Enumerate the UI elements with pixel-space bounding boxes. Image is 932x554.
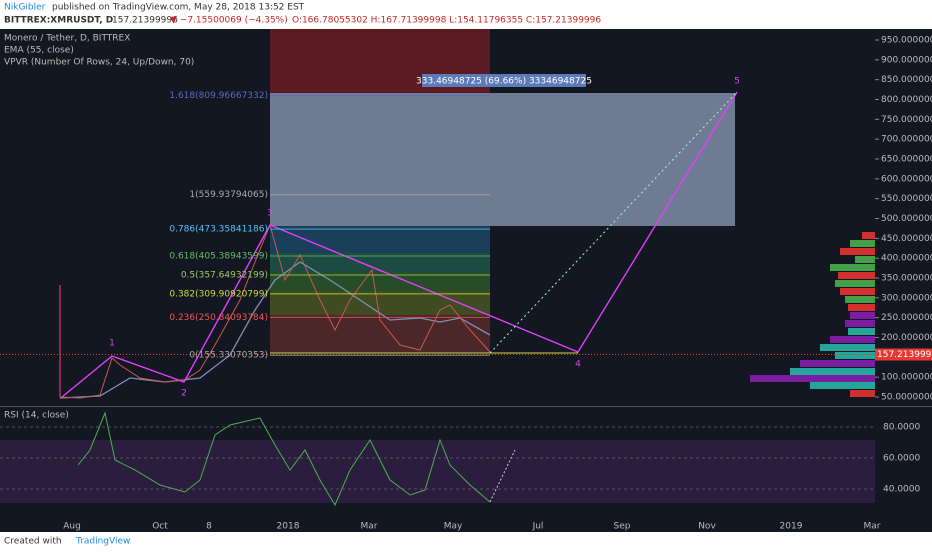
price-tick-label: 550.00000000	[881, 194, 932, 204]
legend-item: EMA (55, close)	[4, 46, 74, 56]
price-tick-label: 900.00000000	[881, 55, 932, 65]
wave-label: 4	[575, 360, 581, 370]
time-label: Jul	[532, 522, 544, 532]
rsi-projection	[489, 449, 516, 503]
price-tick-label: 50.00000000	[881, 393, 932, 403]
price-line	[59, 223, 491, 399]
time-label: 2019	[780, 522, 803, 532]
rsi-tick-label: 40.0000	[883, 485, 920, 495]
price-tick-label: 850.00000000	[881, 75, 932, 85]
rsi-tick-label: 80.0000	[883, 423, 920, 433]
price-tick-label: 400.00000000	[881, 254, 932, 264]
change: ▼ −7.15500069 (−4.35%)	[170, 16, 288, 26]
measure-label: 333.46948725 (69.66%) 33346948725	[416, 77, 592, 87]
time-label: Mar	[361, 522, 378, 532]
price-tick-label: 650.00000000	[881, 155, 932, 165]
wave-label: 3	[267, 209, 273, 219]
fib-label: 1.618(809.96667332)	[169, 91, 268, 101]
time-label: Aug	[63, 522, 81, 532]
fib-band	[270, 315, 490, 353]
ema-line	[59, 261, 491, 399]
time-label: Nov	[698, 522, 716, 532]
last-price-label: 157.21399996	[877, 350, 932, 360]
rsi-line	[77, 411, 491, 507]
time-label: Sep	[614, 522, 631, 532]
price-tick-label: 100.00000000	[881, 373, 932, 383]
ohlc: O:166.78055302 H:167.71399998 L:154.1179…	[292, 16, 601, 26]
fib-label: 0(155.33070353)	[189, 351, 268, 361]
publisher[interactable]: NikGibler	[4, 3, 46, 13]
last-price-badge	[875, 348, 932, 361]
fib-label: 1(559.93794065)	[189, 190, 268, 200]
time-axis	[0, 520, 875, 532]
legend-item: VPVR (Number Of Rows, 24, Up/Down, 70)	[4, 58, 194, 68]
rsi-title: RSI (14, close)	[4, 411, 69, 421]
price-tick-label: 200.00000000	[881, 333, 932, 343]
price-tick-label: 350.00000000	[881, 274, 932, 284]
fib-band	[270, 226, 490, 253]
time-label: 8	[206, 522, 212, 532]
price-tick-label: 700.00000000	[881, 135, 932, 145]
price-tick-label: 950.00000000	[881, 36, 932, 46]
wave-label: 5	[734, 77, 740, 87]
time-label: May	[444, 522, 463, 532]
price-tick-label: 750.00000000	[881, 115, 932, 125]
legend-item: Monero / Tether, D, BITTREX	[4, 34, 130, 44]
price-tick-label: 450.00000000	[881, 234, 932, 244]
time-label: Mar	[864, 522, 881, 532]
measure-box	[270, 93, 735, 226]
published: published on TradingView.com, May 28, 20…	[52, 3, 305, 13]
wave-label: 2	[181, 389, 187, 399]
fib-label: 0.382(309.90920799)	[169, 289, 268, 299]
price-tick-label: 500.00000000	[881, 214, 932, 224]
wave-line	[61, 91, 738, 398]
fib-band	[270, 253, 490, 272]
rsi-tick-label: 60.0000	[883, 454, 920, 464]
footer-brand[interactable]: TradingView	[75, 537, 130, 547]
price-axis	[875, 29, 932, 532]
fib-label: 0.618(405.38943599)	[169, 252, 268, 262]
footer-created: Created with	[4, 537, 62, 547]
time-label: Oct	[152, 522, 168, 532]
symbol: BITTREX:XMRUSDT, D	[4, 16, 113, 26]
price-tick-label: 600.00000000	[881, 174, 932, 184]
volume-profile	[750, 232, 875, 397]
rsi-band	[0, 440, 875, 503]
price-tick-label: 250.00000000	[881, 313, 932, 323]
header-bar	[0, 0, 932, 28]
fib-label: 0.5(357.64932199)	[181, 270, 268, 280]
measure-label-bg	[422, 74, 586, 87]
wave-label: 1	[109, 339, 115, 349]
time-label: 2018	[277, 522, 300, 532]
last: 157.21399996	[112, 16, 178, 26]
fib-band	[270, 291, 490, 315]
fib-label: 0.236(250.84093784)	[169, 313, 268, 323]
price-tick-label: 300.00000000	[881, 293, 932, 303]
fib-label: 0.786(473.35841186)	[169, 225, 268, 235]
price-tick-label: 800.00000000	[881, 95, 932, 105]
